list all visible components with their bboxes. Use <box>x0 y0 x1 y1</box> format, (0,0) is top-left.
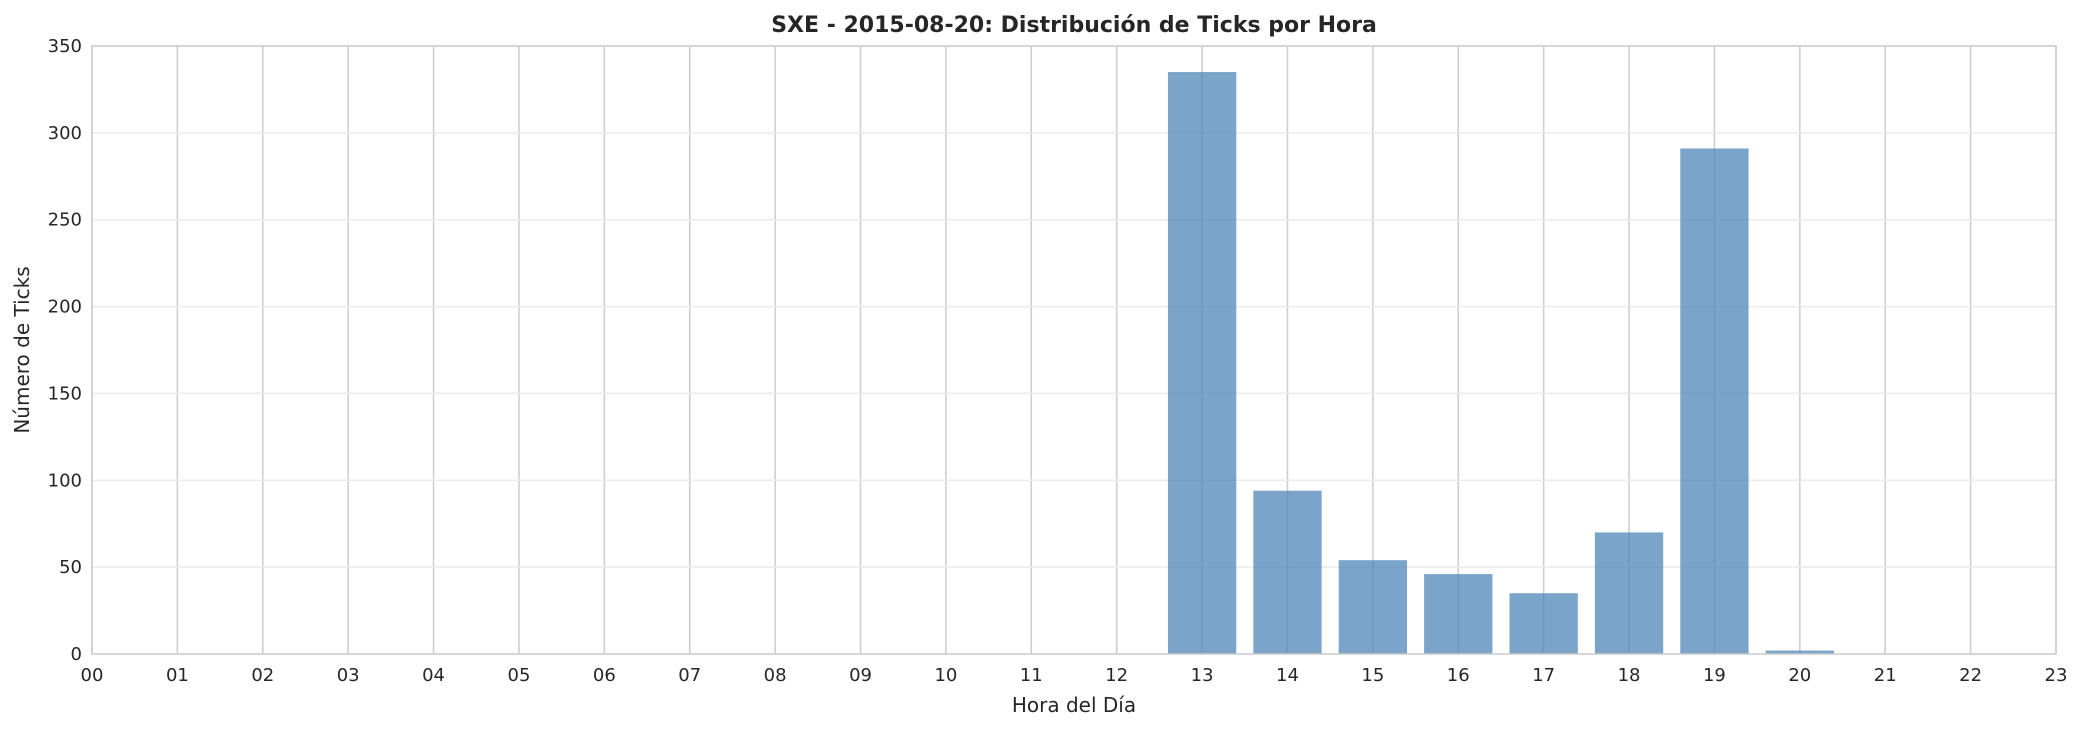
x-tick-label: 23 <box>2045 665 2068 686</box>
x-tick-label: 14 <box>1276 665 1299 686</box>
y-tick-label: 50 <box>59 557 82 578</box>
plot-frame <box>91 45 2057 655</box>
chart-title: SXE - 2015-08-20: Distribución de Ticks … <box>771 13 1377 38</box>
x-tick-label: 17 <box>1532 665 1555 686</box>
x-tick-label: 01 <box>166 665 189 686</box>
x-tick-label: 15 <box>1361 665 1384 686</box>
x-tick-label: 20 <box>1788 665 1811 686</box>
x-tick-label: 22 <box>1959 665 1982 686</box>
y-tick-label: 250 <box>48 210 82 231</box>
x-tick-label: 06 <box>593 665 616 686</box>
x-tick-label: 13 <box>1191 665 1214 686</box>
bar-hour-13 <box>1167 72 1237 655</box>
x-tick-label: 09 <box>849 665 872 686</box>
x-tick-label: 11 <box>1020 665 1043 686</box>
x-axis-label: Hora del Día <box>1012 693 1136 717</box>
x-tick-label: 10 <box>934 665 957 686</box>
x-tick-label: 00 <box>81 665 104 686</box>
x-tick-label: 05 <box>508 665 531 686</box>
bar-hour-20 <box>1765 650 1834 654</box>
x-tick-label: 21 <box>1874 665 1897 686</box>
bar-hour-19 <box>1680 148 1749 654</box>
y-tick-label: 200 <box>48 297 82 318</box>
x-tick-label: 18 <box>1618 665 1641 686</box>
x-tick-label: 19 <box>1703 665 1726 686</box>
bar-hour-17 <box>1509 593 1578 654</box>
x-tick-label: 07 <box>678 665 701 686</box>
bar-hour-16 <box>1424 574 1493 654</box>
x-tick-label: 12 <box>1105 665 1128 686</box>
bar-hour-18 <box>1594 532 1664 654</box>
y-tick-label: 150 <box>48 383 82 404</box>
bar-hour-14 <box>1253 490 1322 654</box>
x-tick-label: 03 <box>337 665 360 686</box>
x-tick-label: 16 <box>1447 665 1470 686</box>
grid-layer <box>91 45 2057 655</box>
y-axis-label: Número de Ticks <box>10 266 34 433</box>
bar-hour-15 <box>1338 560 1408 654</box>
y-tick-label: 100 <box>48 470 82 491</box>
x-tick-label: 02 <box>251 665 274 686</box>
x-tick-label: 04 <box>422 665 445 686</box>
y-tick-label: 300 <box>48 123 82 144</box>
y-tick-label: 0 <box>71 644 82 665</box>
y-tick-label: 350 <box>48 36 82 57</box>
x-tick-label: 08 <box>764 665 787 686</box>
ticks-layer: 00 01 02 03 04 05 06 07 08 09 10 11 12 13 14 15 16 17 18 19… <box>48 36 2068 686</box>
bars-layer <box>1167 72 1834 655</box>
